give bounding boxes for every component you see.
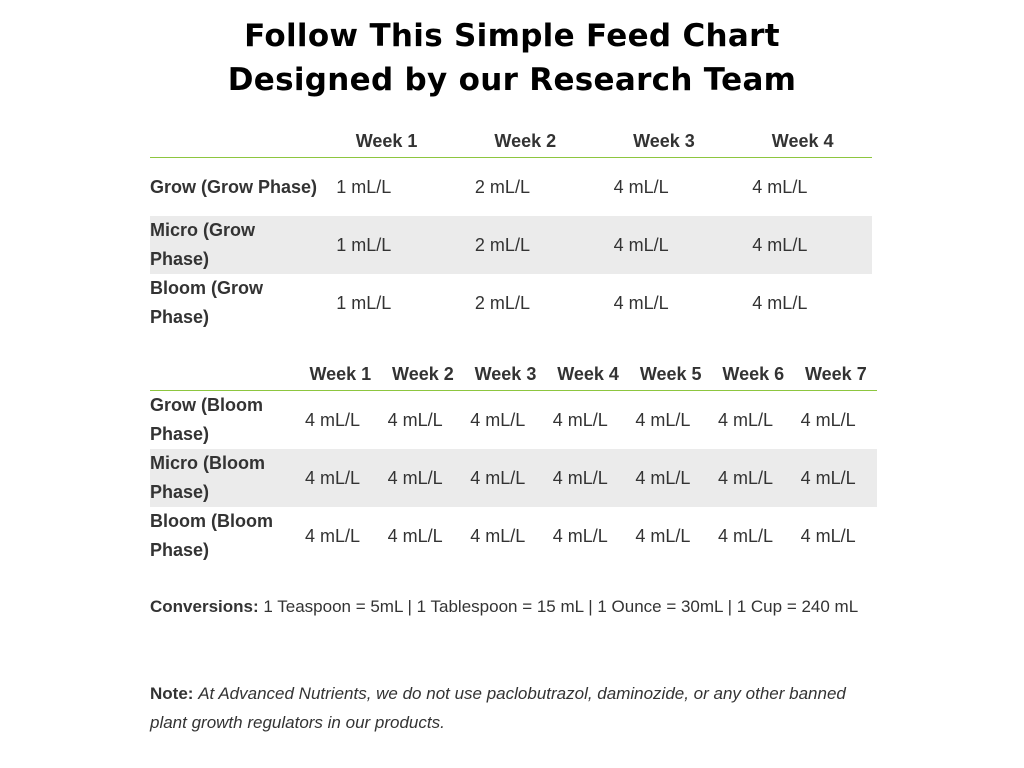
- table-cell: 4 mL/L: [470, 525, 526, 546]
- note-label: Note:: [150, 684, 194, 703]
- column-header-week-3: Week 3: [594, 125, 734, 158]
- table-cell: 1 mL/L: [336, 176, 392, 197]
- table-cell: 2 mL/L: [455, 216, 595, 274]
- row-label: Micro (Bloom Phase): [150, 449, 299, 507]
- column-header-blank: [150, 358, 299, 391]
- table-header-row: Week 1 Week 2 Week 3 Week 4 Week 5 Week …: [150, 358, 878, 391]
- column-header-week-7: Week 7: [794, 358, 878, 391]
- row-label: Grow (Bloom Phase): [150, 395, 263, 444]
- table-cell: 4 mL/L: [387, 409, 443, 430]
- column-header-week-6: Week 6: [711, 358, 795, 391]
- column-header-week-2: Week 2: [455, 125, 595, 158]
- table-cell: 4 mL/L: [464, 449, 547, 507]
- conversions-text: 1 Teaspoon = 5mL | 1 Tablespoon = 15 mL …: [263, 597, 859, 616]
- table-cell: 4 mL/L: [717, 409, 773, 430]
- table-cell: 4 mL/L: [299, 449, 382, 507]
- note-paragraph: Note: At Advanced Nutrients, we do not u…: [150, 679, 870, 737]
- table-cell: 4 mL/L: [305, 409, 361, 430]
- table-cell: 4 mL/L: [552, 409, 608, 430]
- column-header-week-4: Week 4: [546, 358, 630, 391]
- column-header-week-1: Week 1: [317, 125, 456, 158]
- table-cell: 1 mL/L: [336, 292, 392, 313]
- grow-phase-feed-table: Week 1 Week 2 Week 3 Week 4 Grow (Grow P…: [150, 125, 872, 332]
- table-cell: 4 mL/L: [305, 525, 361, 546]
- column-header-week-2: Week 2: [381, 358, 465, 391]
- column-header-week-3: Week 3: [464, 358, 547, 391]
- note-text: At Advanced Nutrients, we do not use pac…: [150, 684, 846, 732]
- table-cell: 4 mL/L: [594, 216, 734, 274]
- table-cell: 4 mL/L: [546, 449, 630, 507]
- table-cell: 4 mL/L: [800, 409, 856, 430]
- column-header-week-4: Week 4: [733, 125, 872, 158]
- table-cell: 4 mL/L: [613, 292, 669, 313]
- table-row: Grow (Grow Phase) 1 mL/L 2 mL/L 4 mL/L 4…: [150, 158, 872, 217]
- row-label: Bloom (Grow Phase): [150, 278, 263, 327]
- table-cell: 4 mL/L: [794, 449, 878, 507]
- row-label: Bloom (Bloom Phase): [150, 511, 273, 560]
- table-row: Micro (Bloom Phase) 4 mL/L 4 mL/L 4 mL/L…: [150, 449, 878, 507]
- column-header-week-5: Week 5: [629, 358, 712, 391]
- conversions-label: Conversions:: [150, 597, 259, 616]
- row-label: Grow (Grow Phase): [150, 176, 318, 197]
- page-title: Follow This Simple Feed Chart Designed b…: [0, 14, 1024, 102]
- table-cell: 1 mL/L: [317, 216, 456, 274]
- title-line-1: Follow This Simple Feed Chart: [244, 18, 780, 54]
- table-cell: 2 mL/L: [474, 292, 530, 313]
- table-cell: 4 mL/L: [387, 525, 443, 546]
- table-row: Micro (Grow Phase) 1 mL/L 2 mL/L 4 mL/L …: [150, 216, 872, 274]
- row-label: Micro (Grow Phase): [150, 216, 318, 274]
- table-cell: 4 mL/L: [635, 409, 691, 430]
- table-row: Bloom (Grow Phase) 1 mL/L 2 mL/L 4 mL/L …: [150, 274, 872, 332]
- table-cell: 4 mL/L: [613, 176, 669, 197]
- bloom-phase-feed-table: Week 1 Week 2 Week 3 Week 4 Week 5 Week …: [150, 358, 878, 565]
- table-cell: 4 mL/L: [711, 449, 795, 507]
- table-cell: 4 mL/L: [800, 525, 856, 546]
- column-header-blank: [150, 125, 318, 158]
- table-cell: 4 mL/L: [752, 292, 808, 313]
- title-line-2: Designed by our Research Team: [227, 62, 797, 98]
- conversions-paragraph: Conversions: 1 Teaspoon = 5mL | 1 Tables…: [150, 592, 870, 621]
- table-header-row: Week 1 Week 2 Week 3 Week 4: [150, 125, 872, 158]
- table-cell: 2 mL/L: [474, 176, 530, 197]
- column-header-week-1: Week 1: [299, 358, 382, 391]
- table-row: Grow (Bloom Phase) 4 mL/L 4 mL/L 4 mL/L …: [150, 391, 877, 450]
- table-cell: 4 mL/L: [470, 409, 526, 430]
- table-cell: 4 mL/L: [752, 176, 808, 197]
- table-cell: 4 mL/L: [381, 449, 465, 507]
- table-row: Bloom (Bloom Phase) 4 mL/L 4 mL/L 4 mL/L…: [150, 507, 877, 565]
- table-cell: 4 mL/L: [733, 216, 872, 274]
- table-cell: 4 mL/L: [635, 525, 691, 546]
- table-cell: 4 mL/L: [717, 525, 773, 546]
- table-cell: 4 mL/L: [552, 525, 608, 546]
- table-cell: 4 mL/L: [629, 449, 712, 507]
